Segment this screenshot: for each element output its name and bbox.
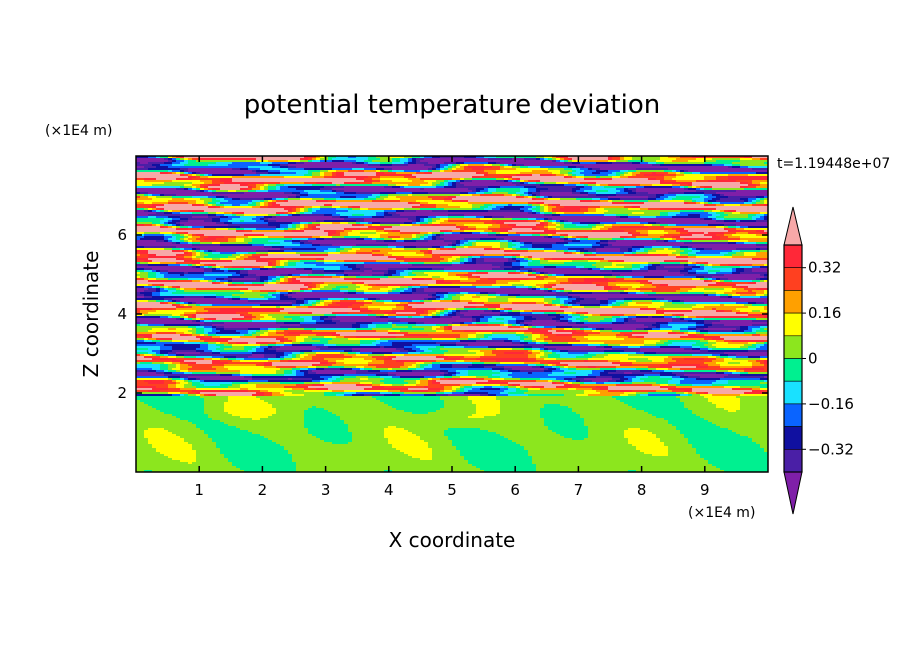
colorbar-tick-label: 0 <box>808 350 818 368</box>
y-axis-label: Z coordinate <box>79 251 103 378</box>
time-label: t=1.19448e+07 <box>777 156 890 172</box>
colorbar-tick-label: 0.32 <box>808 259 841 277</box>
chart-title: potential temperature deviation <box>244 90 660 120</box>
y-tick-label: 4 <box>117 305 127 323</box>
colorbar-max-triangle <box>783 206 803 246</box>
x-axis-label: X coordinate <box>389 528 516 552</box>
x-tick-label: 9 <box>700 481 710 499</box>
x-tick-label: 4 <box>384 481 394 499</box>
x-tick-label: 5 <box>447 481 457 499</box>
y-unit-label: (×1E4 m) <box>45 123 112 139</box>
colorbar-box <box>783 426 803 450</box>
colorbar-box <box>783 267 803 291</box>
x-tick-label: 6 <box>510 481 520 499</box>
x-tick-label: 3 <box>321 481 331 499</box>
colorbar-box <box>783 312 803 337</box>
colorbar: 0.32 0.16 0 −0.16 −0.32 <box>783 206 854 515</box>
colorbar-box <box>783 380 803 405</box>
colorbar-box <box>783 448 803 473</box>
x-tick-label: 7 <box>574 481 584 499</box>
colorbar-box <box>783 244 803 269</box>
colorbar-box <box>783 290 803 314</box>
x-tick-label: 2 <box>258 481 268 499</box>
y-tick-label: 6 <box>117 226 127 244</box>
colorbar-box <box>783 358 803 382</box>
y-tick-label: 2 <box>117 384 127 402</box>
colorbar-box <box>783 403 803 427</box>
colorbar-tick-label: 0.16 <box>808 304 841 322</box>
colorbar-tick-label: −0.16 <box>808 395 854 413</box>
x-tick-label: 8 <box>637 481 647 499</box>
x-axis: 1 2 3 4 5 6 7 8 9 <box>194 156 710 499</box>
colorbar-tick-label: −0.32 <box>808 440 854 458</box>
x-unit-label: (×1E4 m) <box>688 505 755 521</box>
x-tick-label: 1 <box>194 481 204 499</box>
colorbar-min-triangle <box>783 471 803 515</box>
colorbar-box <box>783 335 803 359</box>
y-axis: 2 4 6 <box>117 226 768 402</box>
heatmap-field <box>136 156 768 472</box>
